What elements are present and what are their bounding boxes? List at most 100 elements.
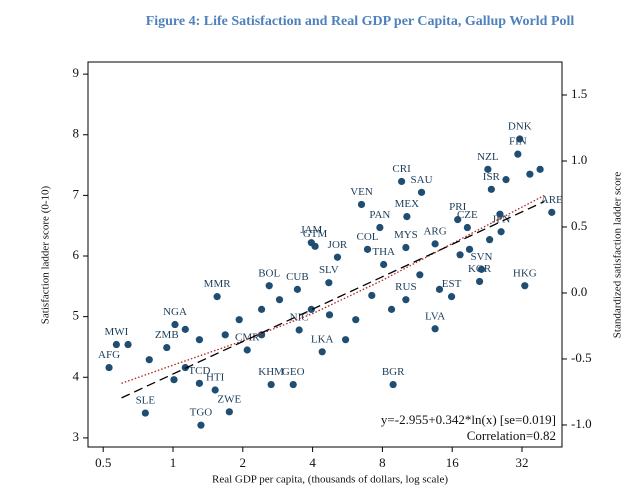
point-label: CUB <box>286 271 309 283</box>
point <box>307 305 315 313</box>
point <box>497 228 505 236</box>
point-label: DNK <box>508 121 532 133</box>
point-label: HTI <box>206 372 225 384</box>
point <box>112 340 120 349</box>
point <box>195 336 204 344</box>
point <box>235 316 243 324</box>
point-label: VEN <box>350 186 373 198</box>
point <box>526 170 534 178</box>
point-label: BOL <box>258 267 280 279</box>
point-label: SVN <box>470 251 492 263</box>
point <box>454 216 462 224</box>
point-label: LKA <box>311 333 334 345</box>
point <box>548 208 556 216</box>
point-label: NIC <box>290 312 309 324</box>
point-label: LVA <box>425 310 445 322</box>
point <box>447 293 456 301</box>
point <box>484 165 492 173</box>
point <box>487 185 495 193</box>
point-label: KHM <box>258 366 284 378</box>
point-label: JAM <box>300 224 322 236</box>
point <box>225 408 233 416</box>
y-tick-label: 3 <box>73 429 80 444</box>
point <box>325 279 333 287</box>
point <box>318 348 326 356</box>
x-tick-label: 8 <box>379 455 386 470</box>
point-label: ISR <box>483 171 501 183</box>
point <box>325 311 334 319</box>
point-label: ZMB <box>155 329 179 341</box>
y-tick-label: 8 <box>73 126 80 141</box>
point-label: EST <box>442 278 462 290</box>
point-label: GEO <box>282 366 305 378</box>
point <box>376 223 384 232</box>
x-tick-label: 32 <box>516 455 529 470</box>
point <box>536 165 544 173</box>
point-label: TCD <box>188 365 210 377</box>
y2-tick-label: 1.5 <box>571 86 587 101</box>
point <box>502 176 510 184</box>
point <box>170 376 178 384</box>
x-tick-label: 4 <box>309 455 316 470</box>
point <box>357 200 366 209</box>
point <box>475 277 484 286</box>
plot-frame <box>87 61 563 448</box>
x-axis-label: Real GDP per capita, (thousands of dolla… <box>212 474 448 486</box>
point <box>293 285 302 293</box>
point <box>435 285 444 293</box>
point-label: CZE <box>457 209 478 221</box>
point <box>389 380 397 389</box>
point <box>257 331 266 339</box>
point <box>465 245 474 253</box>
point-label: RUS <box>395 281 416 293</box>
y-axis-label: Satisfaction ladder score (0-10) <box>40 185 52 324</box>
point <box>514 150 522 158</box>
x-tick-label: 2 <box>240 455 247 470</box>
point <box>416 271 424 279</box>
point <box>477 265 486 273</box>
x-tick-label: 1 <box>170 455 177 470</box>
point-label: FIN <box>509 136 527 148</box>
point-label: MMR <box>204 278 232 290</box>
point-label: BGR <box>382 366 405 378</box>
point-label: MYS <box>394 229 418 241</box>
point-label: SAU <box>411 174 433 186</box>
point <box>197 421 205 429</box>
x-tick-label: 0.5 <box>95 455 111 470</box>
point <box>521 282 529 290</box>
y2-tick-label: 0.5 <box>571 218 587 233</box>
point-label: PRI <box>449 201 466 213</box>
point-label: JOR <box>328 239 348 251</box>
point <box>368 291 376 300</box>
point <box>141 409 149 417</box>
point-label: HKG <box>513 267 537 279</box>
smooth-line <box>121 194 545 384</box>
y-tick-label: 7 <box>73 186 80 201</box>
point <box>486 236 494 244</box>
point <box>397 177 406 186</box>
point <box>267 380 275 389</box>
point <box>289 380 297 389</box>
point-label: NZL <box>477 151 499 163</box>
y-tick-label: 5 <box>73 308 80 323</box>
point <box>403 213 411 221</box>
point <box>402 296 410 304</box>
point-label: SLV <box>319 264 339 276</box>
point <box>211 386 219 394</box>
point <box>171 320 179 329</box>
point-label: COL <box>357 231 379 243</box>
y2-tick-label: 1.0 <box>571 152 587 167</box>
fit-line <box>121 200 545 399</box>
point <box>275 296 284 304</box>
point <box>195 379 204 387</box>
point-label: CMR <box>235 332 260 344</box>
point <box>295 326 303 334</box>
point-label: ARG <box>423 225 446 237</box>
point <box>352 316 360 324</box>
point-label: AFG <box>98 349 120 361</box>
point-label: CRI <box>392 163 411 175</box>
point <box>124 340 132 349</box>
point <box>431 240 439 248</box>
